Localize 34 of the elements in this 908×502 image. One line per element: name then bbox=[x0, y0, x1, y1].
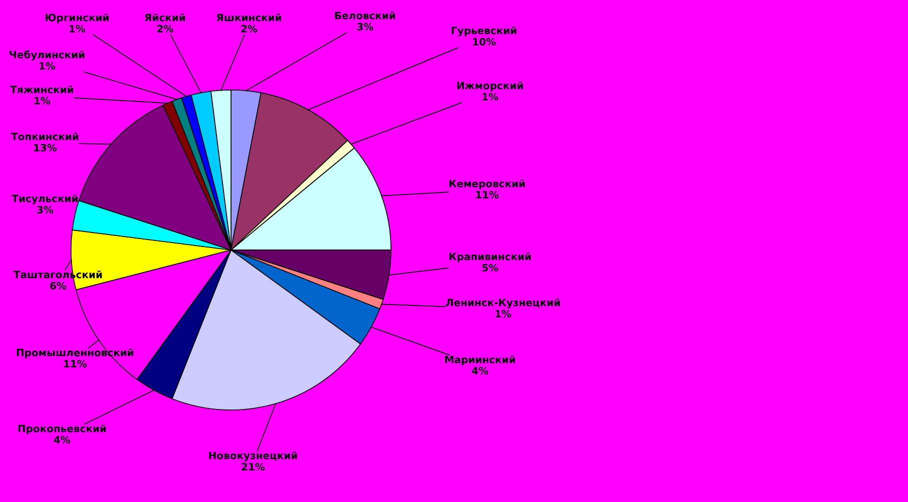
slice-label: Чебулинский bbox=[10, 50, 84, 60]
slice-label: Кемеровский bbox=[449, 180, 525, 190]
data-label: 21% bbox=[242, 462, 265, 471]
data-label: 3% bbox=[357, 22, 374, 30]
slice-label: Прокопьевский bbox=[18, 424, 106, 434]
slice-label: Юргинский bbox=[46, 14, 109, 24]
data-label: 5% bbox=[482, 264, 498, 272]
data-label: 1% bbox=[34, 96, 50, 104]
data-label: 11% bbox=[476, 190, 499, 199]
data-label: 13% bbox=[34, 144, 57, 152]
slice-label: Новокузнецкий bbox=[209, 452, 297, 462]
slice-label: Ижморский bbox=[457, 82, 523, 92]
slice-label: Гурьевский bbox=[452, 26, 516, 36]
data-label: 4% bbox=[472, 366, 488, 375]
slice-label: Тисульский bbox=[12, 194, 78, 204]
data-label: 11% bbox=[64, 360, 87, 368]
data-label: 1% bbox=[40, 62, 56, 70]
slice-label: Беловский bbox=[335, 12, 395, 20]
slice-label: Тяжинский bbox=[10, 86, 74, 94]
slice-label: Яшкинский bbox=[216, 14, 282, 22]
slice-label: Топкинский bbox=[11, 132, 78, 140]
data-label: 2% bbox=[241, 24, 258, 32]
slice-label: Мариинский bbox=[445, 356, 515, 366]
slice-label: Ленинск-Кузнецкий bbox=[446, 298, 560, 308]
data-label: 4% bbox=[54, 436, 70, 444]
data-label: 10% bbox=[473, 38, 496, 46]
data-label: 1% bbox=[482, 92, 498, 101]
slice-label: Яйский bbox=[144, 14, 185, 22]
data-label: 1% bbox=[496, 310, 512, 318]
data-label: 2% bbox=[157, 24, 174, 32]
slice-label: Крапивинский bbox=[449, 252, 531, 262]
data-label: 1% bbox=[70, 24, 86, 33]
data-label: 3% bbox=[37, 206, 54, 214]
data-label: 6% bbox=[50, 282, 66, 290]
